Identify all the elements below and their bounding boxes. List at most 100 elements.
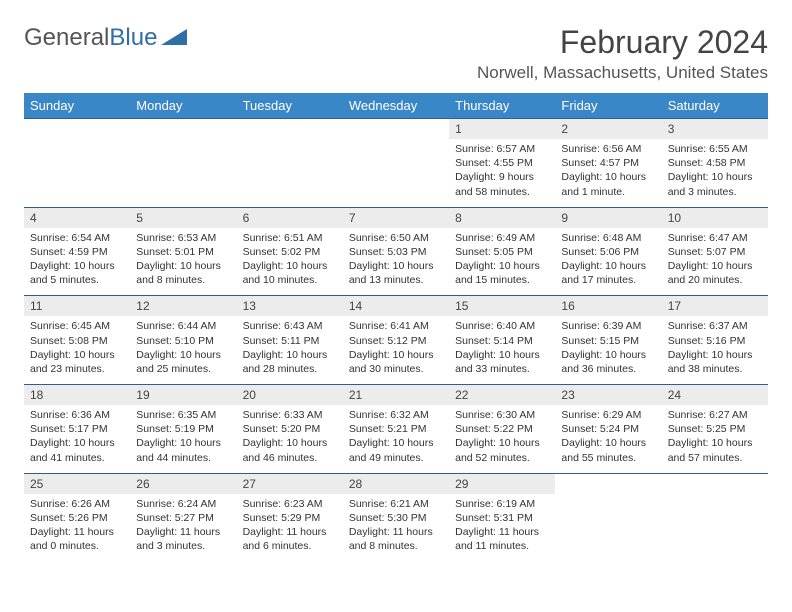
sunrise-text: Sunrise: 6:35 AM xyxy=(136,408,230,422)
sunrise-text: Sunrise: 6:51 AM xyxy=(243,231,337,245)
day-detail-cell: Sunrise: 6:40 AMSunset: 5:14 PMDaylight:… xyxy=(449,316,555,384)
day-detail-cell: Sunrise: 6:33 AMSunset: 5:20 PMDaylight:… xyxy=(237,405,343,473)
day-detail-cell xyxy=(24,139,130,207)
daynum-row: 45678910 xyxy=(24,207,768,228)
day-number-cell: 9 xyxy=(555,207,661,228)
sunset-text: Sunset: 5:12 PM xyxy=(349,334,443,348)
sunset-text: Sunset: 5:17 PM xyxy=(30,422,124,436)
daylight-text: Daylight: 9 hours and 58 minutes. xyxy=(455,170,549,198)
daylight-text: Daylight: 10 hours and 33 minutes. xyxy=(455,348,549,376)
day-number-cell xyxy=(343,119,449,140)
day-detail-cell: Sunrise: 6:48 AMSunset: 5:06 PMDaylight:… xyxy=(555,228,661,296)
logo-text-blue: Blue xyxy=(109,24,157,52)
sunset-text: Sunset: 5:14 PM xyxy=(455,334,549,348)
sunrise-text: Sunrise: 6:50 AM xyxy=(349,231,443,245)
detail-row: Sunrise: 6:57 AMSunset: 4:55 PMDaylight:… xyxy=(24,139,768,207)
sunset-text: Sunset: 5:29 PM xyxy=(243,511,337,525)
day-number-cell: 17 xyxy=(662,296,768,317)
weekday-header-row: Sunday Monday Tuesday Wednesday Thursday… xyxy=(24,93,768,119)
daylight-text: Daylight: 10 hours and 30 minutes. xyxy=(349,348,443,376)
sunset-text: Sunset: 5:03 PM xyxy=(349,245,443,259)
day-number-cell: 22 xyxy=(449,385,555,406)
sunset-text: Sunset: 5:07 PM xyxy=(668,245,762,259)
daylight-text: Daylight: 10 hours and 38 minutes. xyxy=(668,348,762,376)
day-detail-cell: Sunrise: 6:44 AMSunset: 5:10 PMDaylight:… xyxy=(130,316,236,384)
day-number-cell: 13 xyxy=(237,296,343,317)
day-number-cell xyxy=(555,473,661,494)
sunset-text: Sunset: 5:25 PM xyxy=(668,422,762,436)
sunset-text: Sunset: 4:57 PM xyxy=(561,156,655,170)
daylight-text: Daylight: 11 hours and 3 minutes. xyxy=(136,525,230,553)
day-detail-cell: Sunrise: 6:21 AMSunset: 5:30 PMDaylight:… xyxy=(343,494,449,562)
sunrise-text: Sunrise: 6:56 AM xyxy=(561,142,655,156)
title-block: February 2024 Norwell, Massachusetts, Un… xyxy=(477,24,768,83)
sunrise-text: Sunrise: 6:47 AM xyxy=(668,231,762,245)
sunset-text: Sunset: 5:19 PM xyxy=(136,422,230,436)
day-number-cell: 4 xyxy=(24,207,130,228)
day-detail-cell: Sunrise: 6:19 AMSunset: 5:31 PMDaylight:… xyxy=(449,494,555,562)
day-number-cell: 20 xyxy=(237,385,343,406)
day-detail-cell: Sunrise: 6:50 AMSunset: 5:03 PMDaylight:… xyxy=(343,228,449,296)
detail-row: Sunrise: 6:54 AMSunset: 4:59 PMDaylight:… xyxy=(24,228,768,296)
sunset-text: Sunset: 5:01 PM xyxy=(136,245,230,259)
calendar-table: Sunday Monday Tuesday Wednesday Thursday… xyxy=(24,93,768,561)
day-number-cell xyxy=(237,119,343,140)
sunrise-text: Sunrise: 6:49 AM xyxy=(455,231,549,245)
daylight-text: Daylight: 11 hours and 6 minutes. xyxy=(243,525,337,553)
daylight-text: Daylight: 10 hours and 10 minutes. xyxy=(243,259,337,287)
day-detail-cell: Sunrise: 6:45 AMSunset: 5:08 PMDaylight:… xyxy=(24,316,130,384)
day-detail-cell: Sunrise: 6:24 AMSunset: 5:27 PMDaylight:… xyxy=(130,494,236,562)
sunset-text: Sunset: 4:55 PM xyxy=(455,156,549,170)
day-number-cell: 14 xyxy=(343,296,449,317)
weekday-header: Sunday xyxy=(24,93,130,119)
sunrise-text: Sunrise: 6:57 AM xyxy=(455,142,549,156)
detail-row: Sunrise: 6:26 AMSunset: 5:26 PMDaylight:… xyxy=(24,494,768,562)
day-detail-cell: Sunrise: 6:35 AMSunset: 5:19 PMDaylight:… xyxy=(130,405,236,473)
sunrise-text: Sunrise: 6:37 AM xyxy=(668,319,762,333)
daylight-text: Daylight: 10 hours and 23 minutes. xyxy=(30,348,124,376)
day-number-cell: 3 xyxy=(662,119,768,140)
day-detail-cell: Sunrise: 6:41 AMSunset: 5:12 PMDaylight:… xyxy=(343,316,449,384)
sunrise-text: Sunrise: 6:32 AM xyxy=(349,408,443,422)
daylight-text: Daylight: 10 hours and 57 minutes. xyxy=(668,436,762,464)
day-detail-cell xyxy=(130,139,236,207)
sunset-text: Sunset: 5:26 PM xyxy=(30,511,124,525)
day-detail-cell: Sunrise: 6:26 AMSunset: 5:26 PMDaylight:… xyxy=(24,494,130,562)
day-detail-cell: Sunrise: 6:47 AMSunset: 5:07 PMDaylight:… xyxy=(662,228,768,296)
logo-triangle-icon xyxy=(161,24,187,52)
day-detail-cell xyxy=(555,494,661,562)
day-number-cell: 19 xyxy=(130,385,236,406)
sunset-text: Sunset: 5:27 PM xyxy=(136,511,230,525)
day-number-cell: 24 xyxy=(662,385,768,406)
month-title: February 2024 xyxy=(477,24,768,61)
logo-text-gray: General xyxy=(24,24,109,52)
sunrise-text: Sunrise: 6:19 AM xyxy=(455,497,549,511)
sunrise-text: Sunrise: 6:55 AM xyxy=(668,142,762,156)
weekday-header: Wednesday xyxy=(343,93,449,119)
day-number-cell: 23 xyxy=(555,385,661,406)
day-detail-cell: Sunrise: 6:54 AMSunset: 4:59 PMDaylight:… xyxy=(24,228,130,296)
daylight-text: Daylight: 10 hours and 5 minutes. xyxy=(30,259,124,287)
weekday-header: Saturday xyxy=(662,93,768,119)
daylight-text: Daylight: 10 hours and 15 minutes. xyxy=(455,259,549,287)
daynum-row: 2526272829 xyxy=(24,473,768,494)
daynum-row: 11121314151617 xyxy=(24,296,768,317)
day-number-cell: 1 xyxy=(449,119,555,140)
day-number-cell: 8 xyxy=(449,207,555,228)
day-detail-cell: Sunrise: 6:43 AMSunset: 5:11 PMDaylight:… xyxy=(237,316,343,384)
day-number-cell: 26 xyxy=(130,473,236,494)
sunrise-text: Sunrise: 6:48 AM xyxy=(561,231,655,245)
day-detail-cell: Sunrise: 6:51 AMSunset: 5:02 PMDaylight:… xyxy=(237,228,343,296)
day-number-cell: 2 xyxy=(555,119,661,140)
sunrise-text: Sunrise: 6:43 AM xyxy=(243,319,337,333)
weekday-header: Tuesday xyxy=(237,93,343,119)
day-detail-cell: Sunrise: 6:49 AMSunset: 5:05 PMDaylight:… xyxy=(449,228,555,296)
sunrise-text: Sunrise: 6:39 AM xyxy=(561,319,655,333)
weekday-header: Friday xyxy=(555,93,661,119)
daylight-text: Daylight: 11 hours and 11 minutes. xyxy=(455,525,549,553)
sunset-text: Sunset: 5:22 PM xyxy=(455,422,549,436)
daylight-text: Daylight: 10 hours and 3 minutes. xyxy=(668,170,762,198)
sunrise-text: Sunrise: 6:27 AM xyxy=(668,408,762,422)
daylight-text: Daylight: 11 hours and 8 minutes. xyxy=(349,525,443,553)
day-detail-cell: Sunrise: 6:30 AMSunset: 5:22 PMDaylight:… xyxy=(449,405,555,473)
